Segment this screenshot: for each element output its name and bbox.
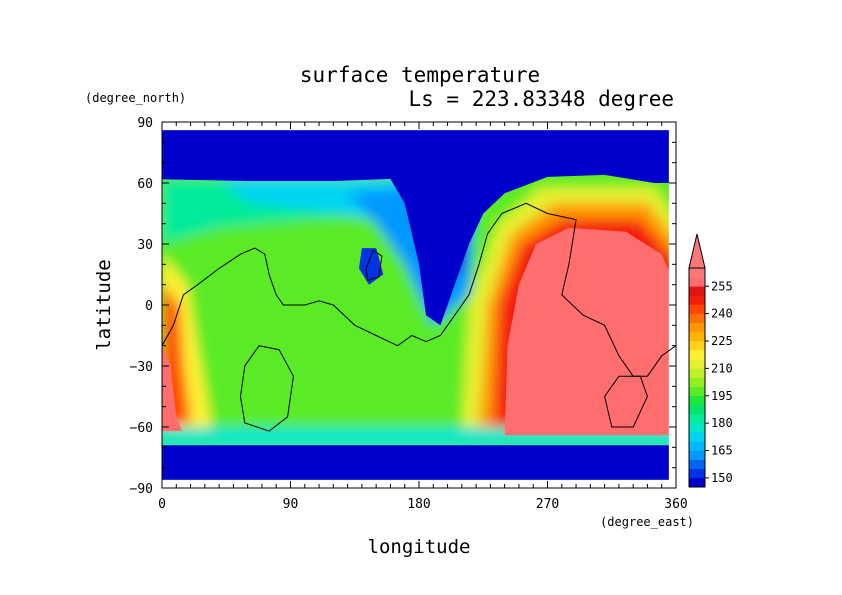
colorbar-swatch [689,441,705,451]
colorbar-swatch [689,368,705,378]
axis-ticks [161,121,677,489]
colorbar-swatch [689,432,705,442]
colorbar-swatch [689,350,705,360]
y-tick-label: 60 [137,177,153,192]
colorbar-swatch [689,286,705,296]
chart-subtitle: Ls = 223.83348 degree [408,87,674,111]
y-units-label: (degree_north) [85,91,186,105]
colorbar-label: 255 [711,279,733,293]
field-south-cold [162,445,676,480]
colorbar-swatch [689,331,705,342]
x-units-label: (degree_east) [600,515,694,529]
chart-title: surface temperature [300,63,540,87]
x-tick-label: 270 [536,497,559,512]
y-tick-label: −90 [130,482,153,497]
x-tick-label: 90 [283,497,299,512]
colorbar-swatch [689,377,705,387]
field-north-cold [162,130,676,326]
colorbar-label: 165 [711,444,733,458]
colorbar-swatch [689,341,705,351]
y-tick-label: −60 [130,421,153,436]
colorbar-label: 195 [711,389,733,403]
colorbar-swatch [689,414,705,424]
field-cold-spot [359,248,384,285]
colorbar-swatch [689,459,705,470]
coastline-main [162,202,676,377]
colorbar-swatch [689,477,705,488]
colorbar: 150 165 180 195 210 225 240 255 [688,233,733,488]
crater-hellas [239,345,294,432]
colorbar-swatch [689,404,705,415]
colorbar-extend-arrow [688,233,706,269]
x-axis-label: longitude [368,536,471,558]
crater-elysium [365,249,383,282]
colorbar-swatch [689,359,705,369]
colorbar-swatch [689,423,705,433]
x-tick-label: 180 [407,497,430,512]
colorbar-label: 180 [711,416,733,430]
colorbar-swatch [689,322,705,333]
colorbar-swatch [689,304,705,314]
colorbar-swatch [689,386,705,397]
field-hot-core [504,227,676,436]
y-tick-label: 30 [137,238,153,253]
colorbar-swatch [689,277,705,287]
colorbar-label: 210 [711,361,733,375]
colorbar-label: 225 [711,334,733,348]
colorbar-swatch [689,268,705,278]
colorbar-swatch [689,468,705,479]
crater-argyre [604,375,648,428]
y-tick-label: 0 [145,299,153,314]
y-tick-label: 90 [137,116,153,131]
y-axis-label: latitude [93,259,115,351]
x-tick-label: 0 [158,497,166,512]
x-tick-label: 360 [664,497,687,512]
colorbar-swatch [689,295,705,305]
y-tick-label: −30 [130,360,153,375]
colorbar-swatch [689,395,705,406]
colorbar-label: 150 [711,471,733,485]
colorbar-swatch [689,313,705,324]
colorbar-swatch [689,450,705,460]
temperature-field [162,122,676,488]
field-west-hot-core [162,345,182,432]
colorbar-label: 240 [711,307,733,321]
coastline-contours [162,202,676,432]
